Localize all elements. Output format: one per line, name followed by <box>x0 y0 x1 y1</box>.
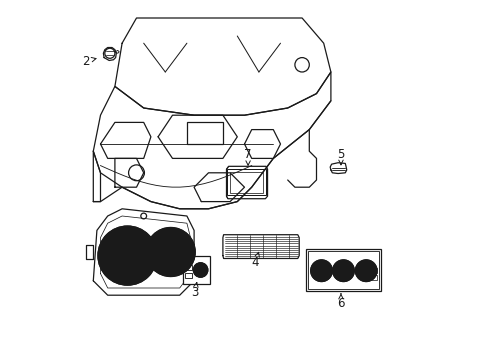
Polygon shape <box>226 166 267 199</box>
Circle shape <box>125 253 129 258</box>
Polygon shape <box>223 235 299 258</box>
Text: 7: 7 <box>244 148 251 165</box>
Bar <box>370 275 376 280</box>
Polygon shape <box>93 72 330 209</box>
Bar <box>305 249 381 291</box>
Text: 2: 2 <box>81 55 96 68</box>
Polygon shape <box>329 163 346 174</box>
Polygon shape <box>115 18 330 115</box>
Text: 3: 3 <box>191 283 198 299</box>
Text: 1: 1 <box>134 252 142 271</box>
Bar <box>185 273 192 278</box>
Circle shape <box>310 260 332 282</box>
Polygon shape <box>93 151 101 202</box>
Bar <box>230 172 263 193</box>
Bar <box>183 256 210 284</box>
Bar <box>186 122 223 144</box>
Circle shape <box>193 263 207 277</box>
Bar <box>227 169 265 195</box>
Bar <box>307 251 378 289</box>
Text: 6: 6 <box>337 294 344 310</box>
Bar <box>185 265 192 270</box>
Text: 4: 4 <box>251 252 259 269</box>
Circle shape <box>168 250 172 254</box>
Polygon shape <box>93 209 194 295</box>
Circle shape <box>98 226 157 285</box>
Circle shape <box>332 260 354 282</box>
Polygon shape <box>103 48 116 60</box>
Circle shape <box>146 228 195 276</box>
Bar <box>370 268 376 273</box>
Circle shape <box>355 260 376 282</box>
Text: 5: 5 <box>337 148 344 165</box>
